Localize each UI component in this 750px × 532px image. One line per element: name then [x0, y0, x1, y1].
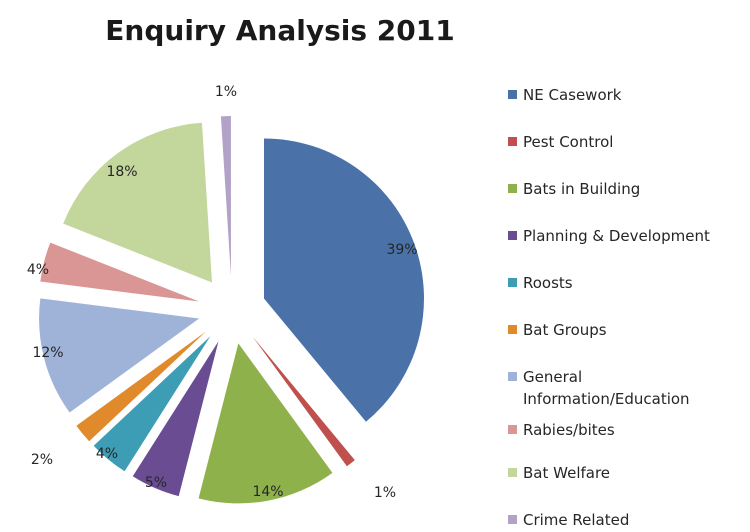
slice-label: 14%	[252, 484, 283, 500]
chart-title: Enquiry Analysis 2011	[105, 14, 455, 47]
legend-swatch	[508, 425, 517, 434]
legend-label: Bat Groups	[523, 321, 607, 339]
legend-label: Crime Related	[523, 511, 630, 529]
slice-label: 1%	[215, 84, 237, 100]
pie-slice-crime-related	[220, 116, 231, 277]
legend-item: General Information/Education	[508, 366, 690, 410]
slice-label: 2%	[31, 452, 53, 468]
legend-label: Planning & Development	[523, 227, 710, 245]
legend-item: Bat Welfare	[508, 462, 610, 484]
legend-swatch	[508, 231, 517, 240]
legend-swatch	[508, 278, 517, 287]
slice-label: 5%	[145, 475, 167, 491]
legend-swatch	[508, 468, 517, 477]
legend-item: NE Casework	[508, 84, 621, 106]
legend-swatch	[508, 184, 517, 193]
legend-label: NE Casework	[523, 86, 622, 104]
pie-slice-bat-groups	[76, 331, 206, 442]
legend-label: Bat Welfare	[523, 464, 611, 482]
legend-swatch	[508, 137, 517, 146]
legend-item: Pest Control	[508, 131, 613, 153]
pie-slice-rabies-bites	[40, 242, 200, 302]
legend-label: Rabies/bites	[523, 421, 615, 439]
legend-item: Crime Related	[508, 509, 629, 531]
pie-slice-bats-in-building	[198, 343, 333, 504]
legend-swatch	[508, 372, 517, 381]
pie-slice-general-information-education	[39, 298, 200, 413]
legend-swatch	[508, 325, 517, 334]
legend-item: Planning & Development	[508, 225, 710, 247]
legend-swatch	[508, 90, 517, 99]
pie-slice-ne-casework	[263, 138, 424, 422]
legend-label: General Information/Education	[523, 368, 690, 408]
slice-label: 4%	[96, 446, 118, 462]
legend-item: Roosts	[508, 272, 573, 294]
legend-swatch	[508, 515, 517, 524]
legend-item: Bats in Building	[508, 178, 640, 200]
slice-label: 39%	[386, 242, 417, 258]
slice-label: 4%	[27, 262, 49, 278]
pie-slice-pest-control	[252, 336, 355, 467]
legend-label: Bats in Building	[523, 180, 641, 198]
pie-slice-planning-development	[132, 341, 219, 497]
slice-label: 1%	[374, 485, 396, 501]
pie-slice-roosts	[93, 336, 211, 472]
pie-slice-bat-welfare	[63, 122, 213, 283]
legend-item: Rabies/bites	[508, 419, 615, 441]
slice-label: 12%	[32, 345, 63, 361]
legend-label: Roosts	[523, 274, 573, 292]
slice-label: 18%	[106, 164, 137, 180]
legend-item: Bat Groups	[508, 319, 607, 341]
legend-label: Pest Control	[523, 133, 614, 151]
pie-chart: 39% 1% 14% 5% 4% 2% 12% 4% 18% 1%	[27, 84, 424, 504]
